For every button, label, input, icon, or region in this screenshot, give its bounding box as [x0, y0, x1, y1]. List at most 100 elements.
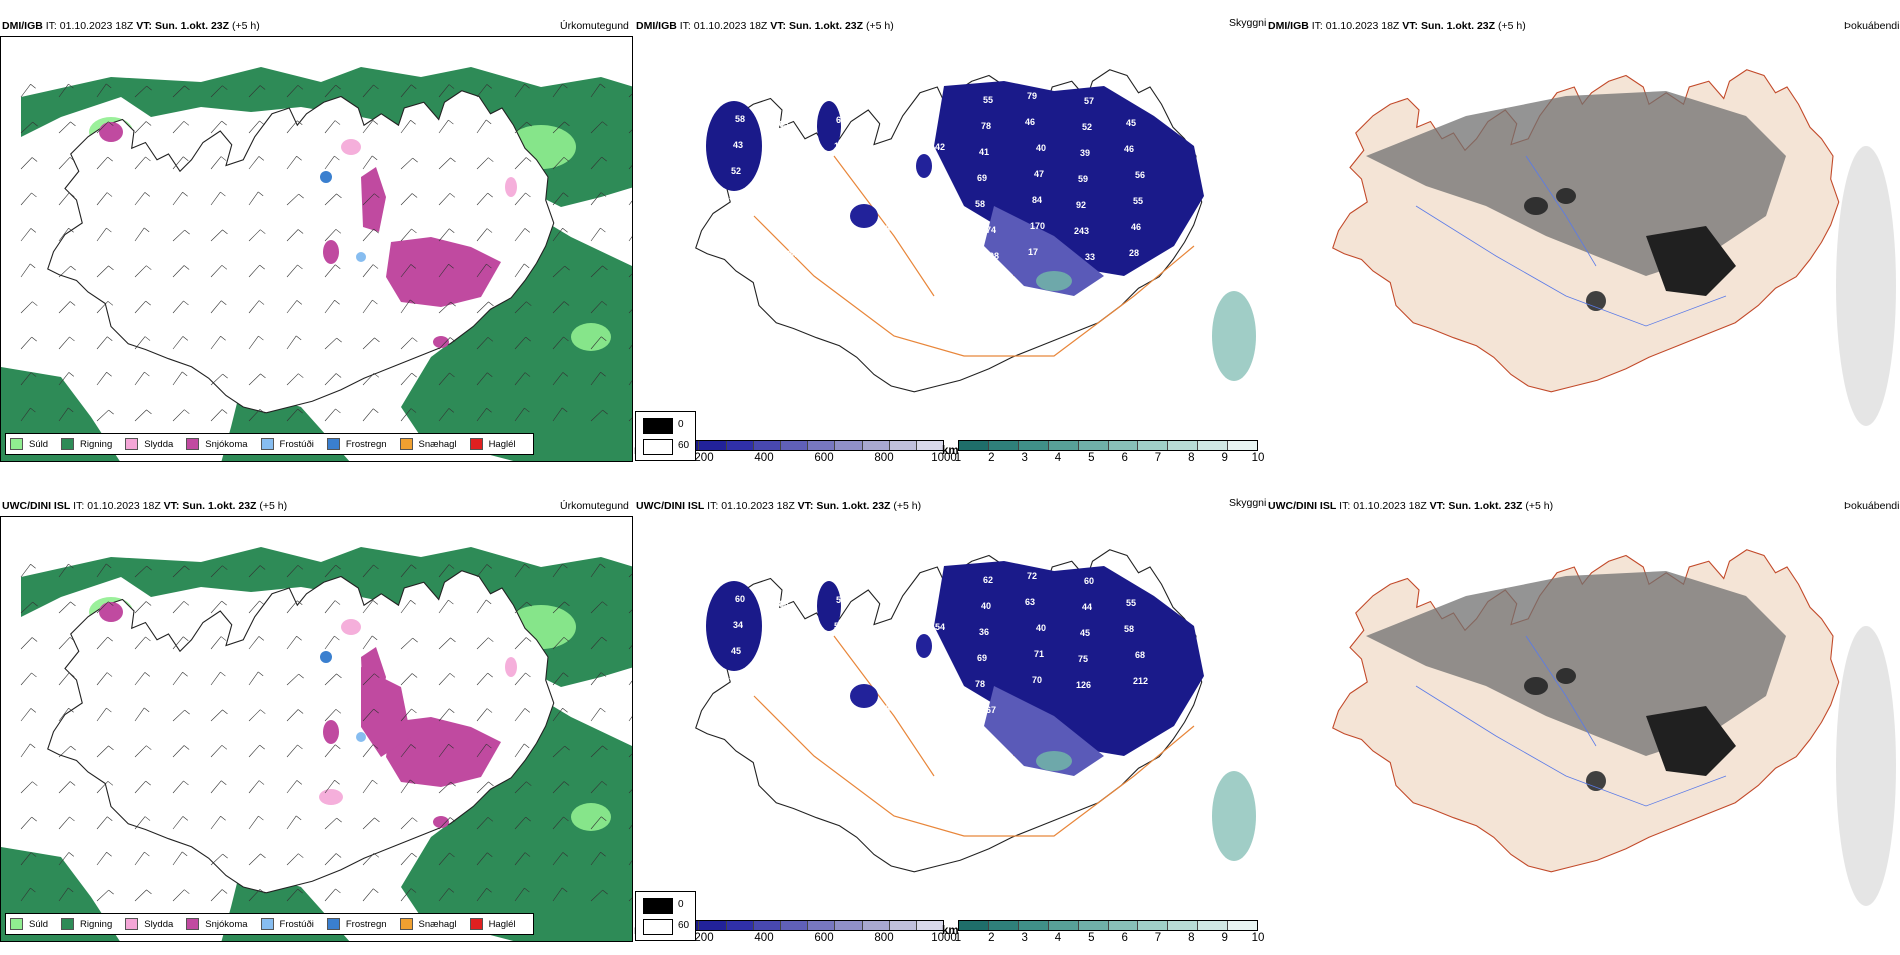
- cloud-base-value-label: 70: [1032, 675, 1042, 685]
- cloud-base-value-label: 62: [880, 120, 890, 130]
- colorbar-step: [835, 921, 863, 930]
- colorbar-tick-label: 8: [1188, 452, 1195, 464]
- legend-label: Súld: [29, 438, 49, 450]
- cloud-base-value-label: 54: [935, 622, 945, 632]
- cloud-base-value-label: 51: [786, 197, 796, 207]
- rows-0-cloud-it_label: IT:: [679, 20, 691, 32]
- cloud-base-value-label: 58: [729, 672, 739, 682]
- colorbar-step: [699, 441, 727, 450]
- cloud-base-value-label: 71: [931, 674, 941, 684]
- colorbar-step: [1078, 441, 1109, 450]
- colorbar-tick-label: 3: [1021, 932, 1028, 944]
- legend-swatch: [260, 918, 274, 930]
- fog-legend-label: 0: [678, 899, 684, 910]
- precip-map: Súld Rigning Slydda Snjókoma Frostúði Frostre…: [0, 516, 633, 942]
- fog-legend-label: 0: [678, 419, 684, 430]
- cloud-base-value-label: 47: [775, 171, 785, 181]
- model-row: DMI/IGB IT: 01.10.2023 18Z VT: Sun. 1.ok…: [0, 0, 1900, 475]
- cloud-base-value-label: 45: [1080, 628, 1090, 638]
- legend-label: Snæhagl: [418, 438, 457, 450]
- colorbar-step: [862, 921, 890, 930]
- cloud-base-value-label: 52: [834, 621, 844, 631]
- rows-0-cloud-it: 01.10.2023 18Z: [693, 20, 768, 32]
- cloud-base-value-label: 40: [981, 601, 991, 611]
- cloud-base-value-label: 63: [826, 245, 836, 255]
- colorbar-step: [1048, 441, 1079, 450]
- cloud-base-value-label: 96: [781, 93, 791, 103]
- colorbar-step: [1138, 441, 1169, 450]
- visibility-unit: km: [942, 445, 959, 457]
- legend-label: Snjókoma: [205, 918, 248, 930]
- cloud-base-value-label: 75: [1078, 654, 1088, 664]
- fog-legend: 0 60: [635, 411, 696, 461]
- legend-label: Rigning: [80, 438, 113, 450]
- legend-swatch: [326, 438, 340, 450]
- fog-map: [1266, 516, 1900, 950]
- colorbar-step: [1078, 921, 1109, 930]
- colorbar-step: [916, 921, 944, 930]
- legend-label: Slydda: [144, 918, 174, 930]
- legend-label: Rigning: [80, 918, 113, 930]
- cloud-base-value-label: 52: [1082, 122, 1092, 132]
- cloud-base-value-label: 108: [984, 251, 999, 261]
- rows-1-fog-panel_title: Þokuábendi: [1844, 500, 1900, 512]
- colorbar-tick-label: 1000: [931, 452, 957, 464]
- rows-1-cloud-lead: (+5 h): [893, 500, 922, 512]
- cloud-base-value-label: 59: [1078, 174, 1088, 184]
- precip-legend-item: Snjókoma: [186, 918, 248, 930]
- rows-0-cloud-vt_label: VT:: [770, 20, 787, 32]
- cloud-base-value-label: 65: [784, 703, 794, 713]
- fog-legend-swatch-60: [643, 919, 673, 935]
- legend-swatch: [260, 438, 274, 450]
- cloud-base-value-label: 79: [724, 568, 734, 578]
- precip-legend-item: Slydda: [125, 438, 173, 450]
- cloud-base-value-label: 80: [1128, 572, 1138, 582]
- cloud-base-value-label: 105: [834, 141, 849, 151]
- legend-swatch: [399, 918, 413, 930]
- cloud-base-value-label: 49: [933, 648, 943, 658]
- colorbar-tick-label: 4: [1054, 932, 1062, 944]
- cloud-base-value-label: 45: [731, 646, 741, 656]
- legend-swatch: [469, 918, 483, 930]
- colorbar-tick-label: 600: [814, 932, 834, 944]
- cloud-base-value-label: 93: [777, 145, 787, 155]
- panel-title: Úrkomutegund: [560, 500, 629, 512]
- fog_legend-0-label: 0: [678, 899, 684, 910]
- rows-1-precip-lead: (+5 h): [259, 500, 288, 512]
- rows-0-cloud-lead: (+5 h): [865, 20, 894, 32]
- colorbar-step: [726, 921, 754, 930]
- legend-swatch: [186, 918, 200, 930]
- colorbar-step: [916, 441, 944, 450]
- rows-0-fog-it: 01.10.2023 18Z: [1325, 20, 1400, 32]
- rows-0-fog-lead: (+5 h): [1497, 20, 1526, 32]
- panel-header: DMI/IGB IT: 01.10.2023 18Z VT: Sun. 1.ok…: [2, 20, 260, 32]
- cloud-base-value-label: 41: [979, 147, 989, 157]
- rows-0-fog-vt: Sun. 1.okt. 23Z: [1420, 20, 1496, 32]
- colorbar-tick-label: 7: [1154, 452, 1162, 464]
- cloud-base-value-label: 49: [933, 168, 943, 178]
- colorbar-step: [726, 441, 754, 450]
- cloud-base-value-label: 55: [882, 574, 892, 584]
- rows-1-fog-model: UWC/DINI ISL: [1268, 500, 1337, 512]
- cloud-base-value-label: 39: [1080, 148, 1090, 158]
- colorbar-tick-label: 3: [1021, 452, 1028, 464]
- cloud-base-value-label: 44: [1082, 602, 1092, 612]
- colorbar-step: [835, 441, 863, 450]
- visibility-unit: km: [942, 445, 959, 457]
- fog-legend-swatch-0: [643, 418, 673, 434]
- colorbar-step: [1138, 921, 1169, 930]
- cloud-base-value-label: 89: [882, 94, 892, 104]
- cloud-base-value-label: 56: [729, 192, 739, 202]
- rows-0-precip-vt_label: VT:: [136, 20, 153, 32]
- cloud-base-value-label: 243: [1074, 226, 1089, 236]
- colorbar-step: [959, 441, 989, 450]
- colorbar-tick-label: 800: [874, 452, 894, 464]
- colorbar-tick-label: 6: [1121, 932, 1128, 944]
- colorbar-step: [1108, 921, 1139, 930]
- rows-1-fog-it_label: IT:: [1339, 500, 1351, 512]
- legend-swatch: [125, 438, 139, 450]
- legend-swatch: [125, 918, 139, 930]
- cloud-base-value-label: 45: [1126, 118, 1136, 128]
- cloud-base-value-label: 28: [1129, 248, 1139, 258]
- cloud-base-value-label: 39: [878, 146, 888, 156]
